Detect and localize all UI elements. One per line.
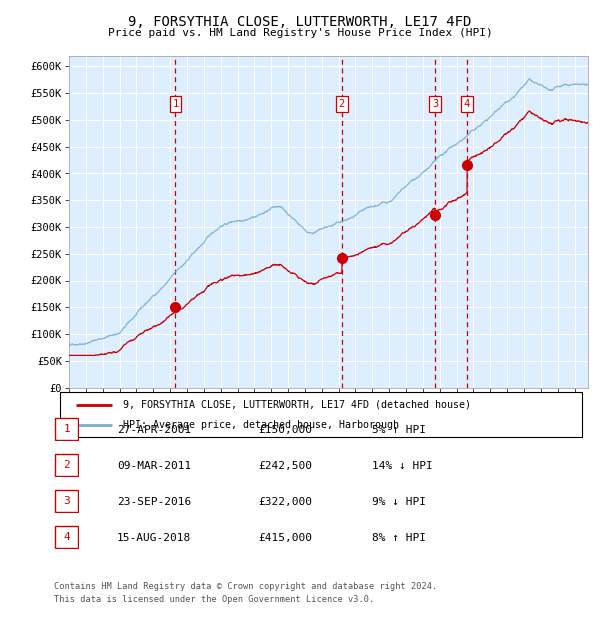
Text: £150,000: £150,000 xyxy=(258,425,312,435)
FancyBboxPatch shape xyxy=(55,490,78,512)
Text: 15-AUG-2018: 15-AUG-2018 xyxy=(117,533,191,542)
Text: 1: 1 xyxy=(63,424,70,434)
Text: Contains HM Land Registry data © Crown copyright and database right 2024.: Contains HM Land Registry data © Crown c… xyxy=(54,582,437,591)
FancyBboxPatch shape xyxy=(55,526,78,548)
Text: 9, FORSYTHIA CLOSE, LUTTERWORTH, LE17 4FD (detached house): 9, FORSYTHIA CLOSE, LUTTERWORTH, LE17 4F… xyxy=(122,399,470,410)
Text: 9, FORSYTHIA CLOSE, LUTTERWORTH, LE17 4FD: 9, FORSYTHIA CLOSE, LUTTERWORTH, LE17 4F… xyxy=(128,16,472,30)
Text: 9% ↓ HPI: 9% ↓ HPI xyxy=(372,497,426,507)
Text: 3: 3 xyxy=(432,99,438,109)
Text: 8% ↑ HPI: 8% ↑ HPI xyxy=(372,533,426,542)
Text: 4: 4 xyxy=(63,532,70,542)
Text: Price paid vs. HM Land Registry's House Price Index (HPI): Price paid vs. HM Land Registry's House … xyxy=(107,28,493,38)
Text: HPI: Average price, detached house, Harborough: HPI: Average price, detached house, Harb… xyxy=(122,420,398,430)
FancyBboxPatch shape xyxy=(55,418,78,440)
Text: 2: 2 xyxy=(338,99,345,109)
Text: £415,000: £415,000 xyxy=(258,533,312,542)
Text: 23-SEP-2016: 23-SEP-2016 xyxy=(117,497,191,507)
Text: 4: 4 xyxy=(464,99,470,109)
Text: £322,000: £322,000 xyxy=(258,497,312,507)
Text: 3: 3 xyxy=(63,496,70,506)
Text: This data is licensed under the Open Government Licence v3.0.: This data is licensed under the Open Gov… xyxy=(54,595,374,604)
FancyBboxPatch shape xyxy=(55,454,78,476)
Text: 09-MAR-2011: 09-MAR-2011 xyxy=(117,461,191,471)
Text: 27-APR-2001: 27-APR-2001 xyxy=(117,425,191,435)
Text: 5% ↑ HPI: 5% ↑ HPI xyxy=(372,425,426,435)
FancyBboxPatch shape xyxy=(60,392,582,437)
Text: 2: 2 xyxy=(63,460,70,470)
Text: £242,500: £242,500 xyxy=(258,461,312,471)
Text: 1: 1 xyxy=(172,99,179,109)
Text: 14% ↓ HPI: 14% ↓ HPI xyxy=(372,461,433,471)
